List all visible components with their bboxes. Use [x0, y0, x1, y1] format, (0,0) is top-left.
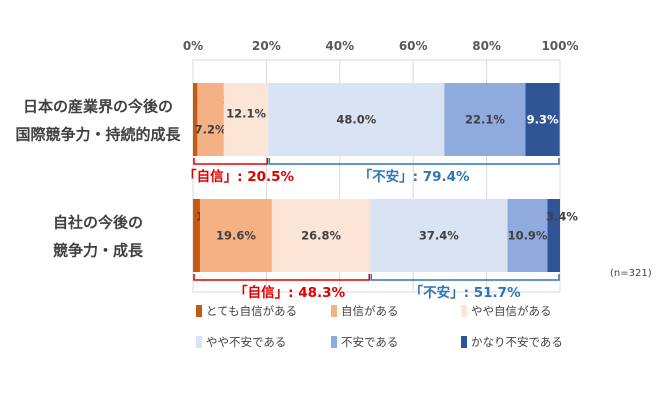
x-tick-label: 0% — [183, 39, 203, 53]
category-label: 国際競争力・持続的成長 — [15, 126, 181, 144]
legend-swatch — [196, 305, 202, 317]
x-tick-label: 40% — [325, 39, 354, 53]
legend-label: かなり不安である — [471, 335, 563, 349]
legend-swatch — [331, 336, 337, 348]
data-label: 48.0% — [336, 113, 376, 127]
data-label: 3.4% — [546, 210, 578, 224]
legend-item: やや自信がある — [461, 303, 552, 319]
data-label: 9.3% — [527, 113, 559, 127]
data-label: 22.1% — [465, 113, 505, 127]
bracket-annotation: 「不安」: 79.4% — [359, 168, 470, 185]
legend-item: かなり不安である — [461, 334, 563, 350]
bar-segment — [271, 199, 371, 272]
legend-swatch — [461, 305, 467, 317]
bar-segment — [193, 199, 200, 272]
data-label: 10.9% — [508, 229, 548, 243]
data-label: 37.4% — [419, 229, 459, 243]
bracket-annotation: 「自信」: 48.3% — [234, 284, 345, 301]
data-label: 7.2% — [195, 123, 227, 137]
x-tick-label: 60% — [399, 39, 428, 53]
data-label: 19.6% — [216, 229, 256, 243]
bracket-annotation: 「自信」: 20.5% — [183, 168, 294, 185]
bracket — [193, 158, 268, 165]
category-label: 競争力・成長 — [53, 242, 144, 260]
bracket — [268, 158, 560, 165]
sample-size-note: (n=321) — [610, 268, 652, 279]
bar-segment — [525, 83, 560, 156]
bracket — [193, 274, 371, 281]
x-tick-label: 20% — [252, 39, 281, 53]
bar-segment — [199, 199, 272, 272]
data-label: 26.8% — [301, 229, 341, 243]
bar-segment — [268, 83, 445, 156]
category-label: 自社の今後の — [53, 214, 143, 232]
bracket — [370, 274, 560, 281]
bar-segment — [444, 83, 526, 156]
category-label: 日本の産業界の今後の — [23, 98, 173, 116]
bar-segment — [197, 83, 224, 156]
x-tick-label: 80% — [472, 39, 501, 53]
legend-swatch — [196, 336, 202, 348]
legend: とても自信がある 自信がある やや自信があるやや不安である 不安である かなり不安である — [196, 303, 616, 363]
legend-item: やや不安である — [196, 334, 286, 350]
legend-label: やや自信がある — [471, 304, 552, 318]
bar-segment — [507, 199, 548, 272]
legend-swatch — [331, 305, 337, 317]
legend-swatch — [461, 336, 467, 348]
legend-item: 不安である — [331, 334, 398, 350]
x-tick-label: 100% — [541, 39, 578, 53]
legend-label: やや不安である — [206, 335, 287, 349]
bar-segment — [547, 199, 560, 272]
data-label: 12.1% — [226, 107, 266, 121]
legend-label: 自信がある — [341, 304, 399, 318]
bracket-annotation: 「不安」: 51.7% — [410, 284, 521, 301]
bar-segment — [193, 83, 198, 156]
legend-item: 自信がある — [331, 303, 399, 319]
bar-segment — [223, 83, 269, 156]
legend-item: とても自信がある — [196, 303, 297, 319]
legend-label: 不安である — [341, 335, 399, 349]
bar-segment — [370, 199, 508, 272]
legend-label: とても自信がある — [206, 304, 298, 318]
